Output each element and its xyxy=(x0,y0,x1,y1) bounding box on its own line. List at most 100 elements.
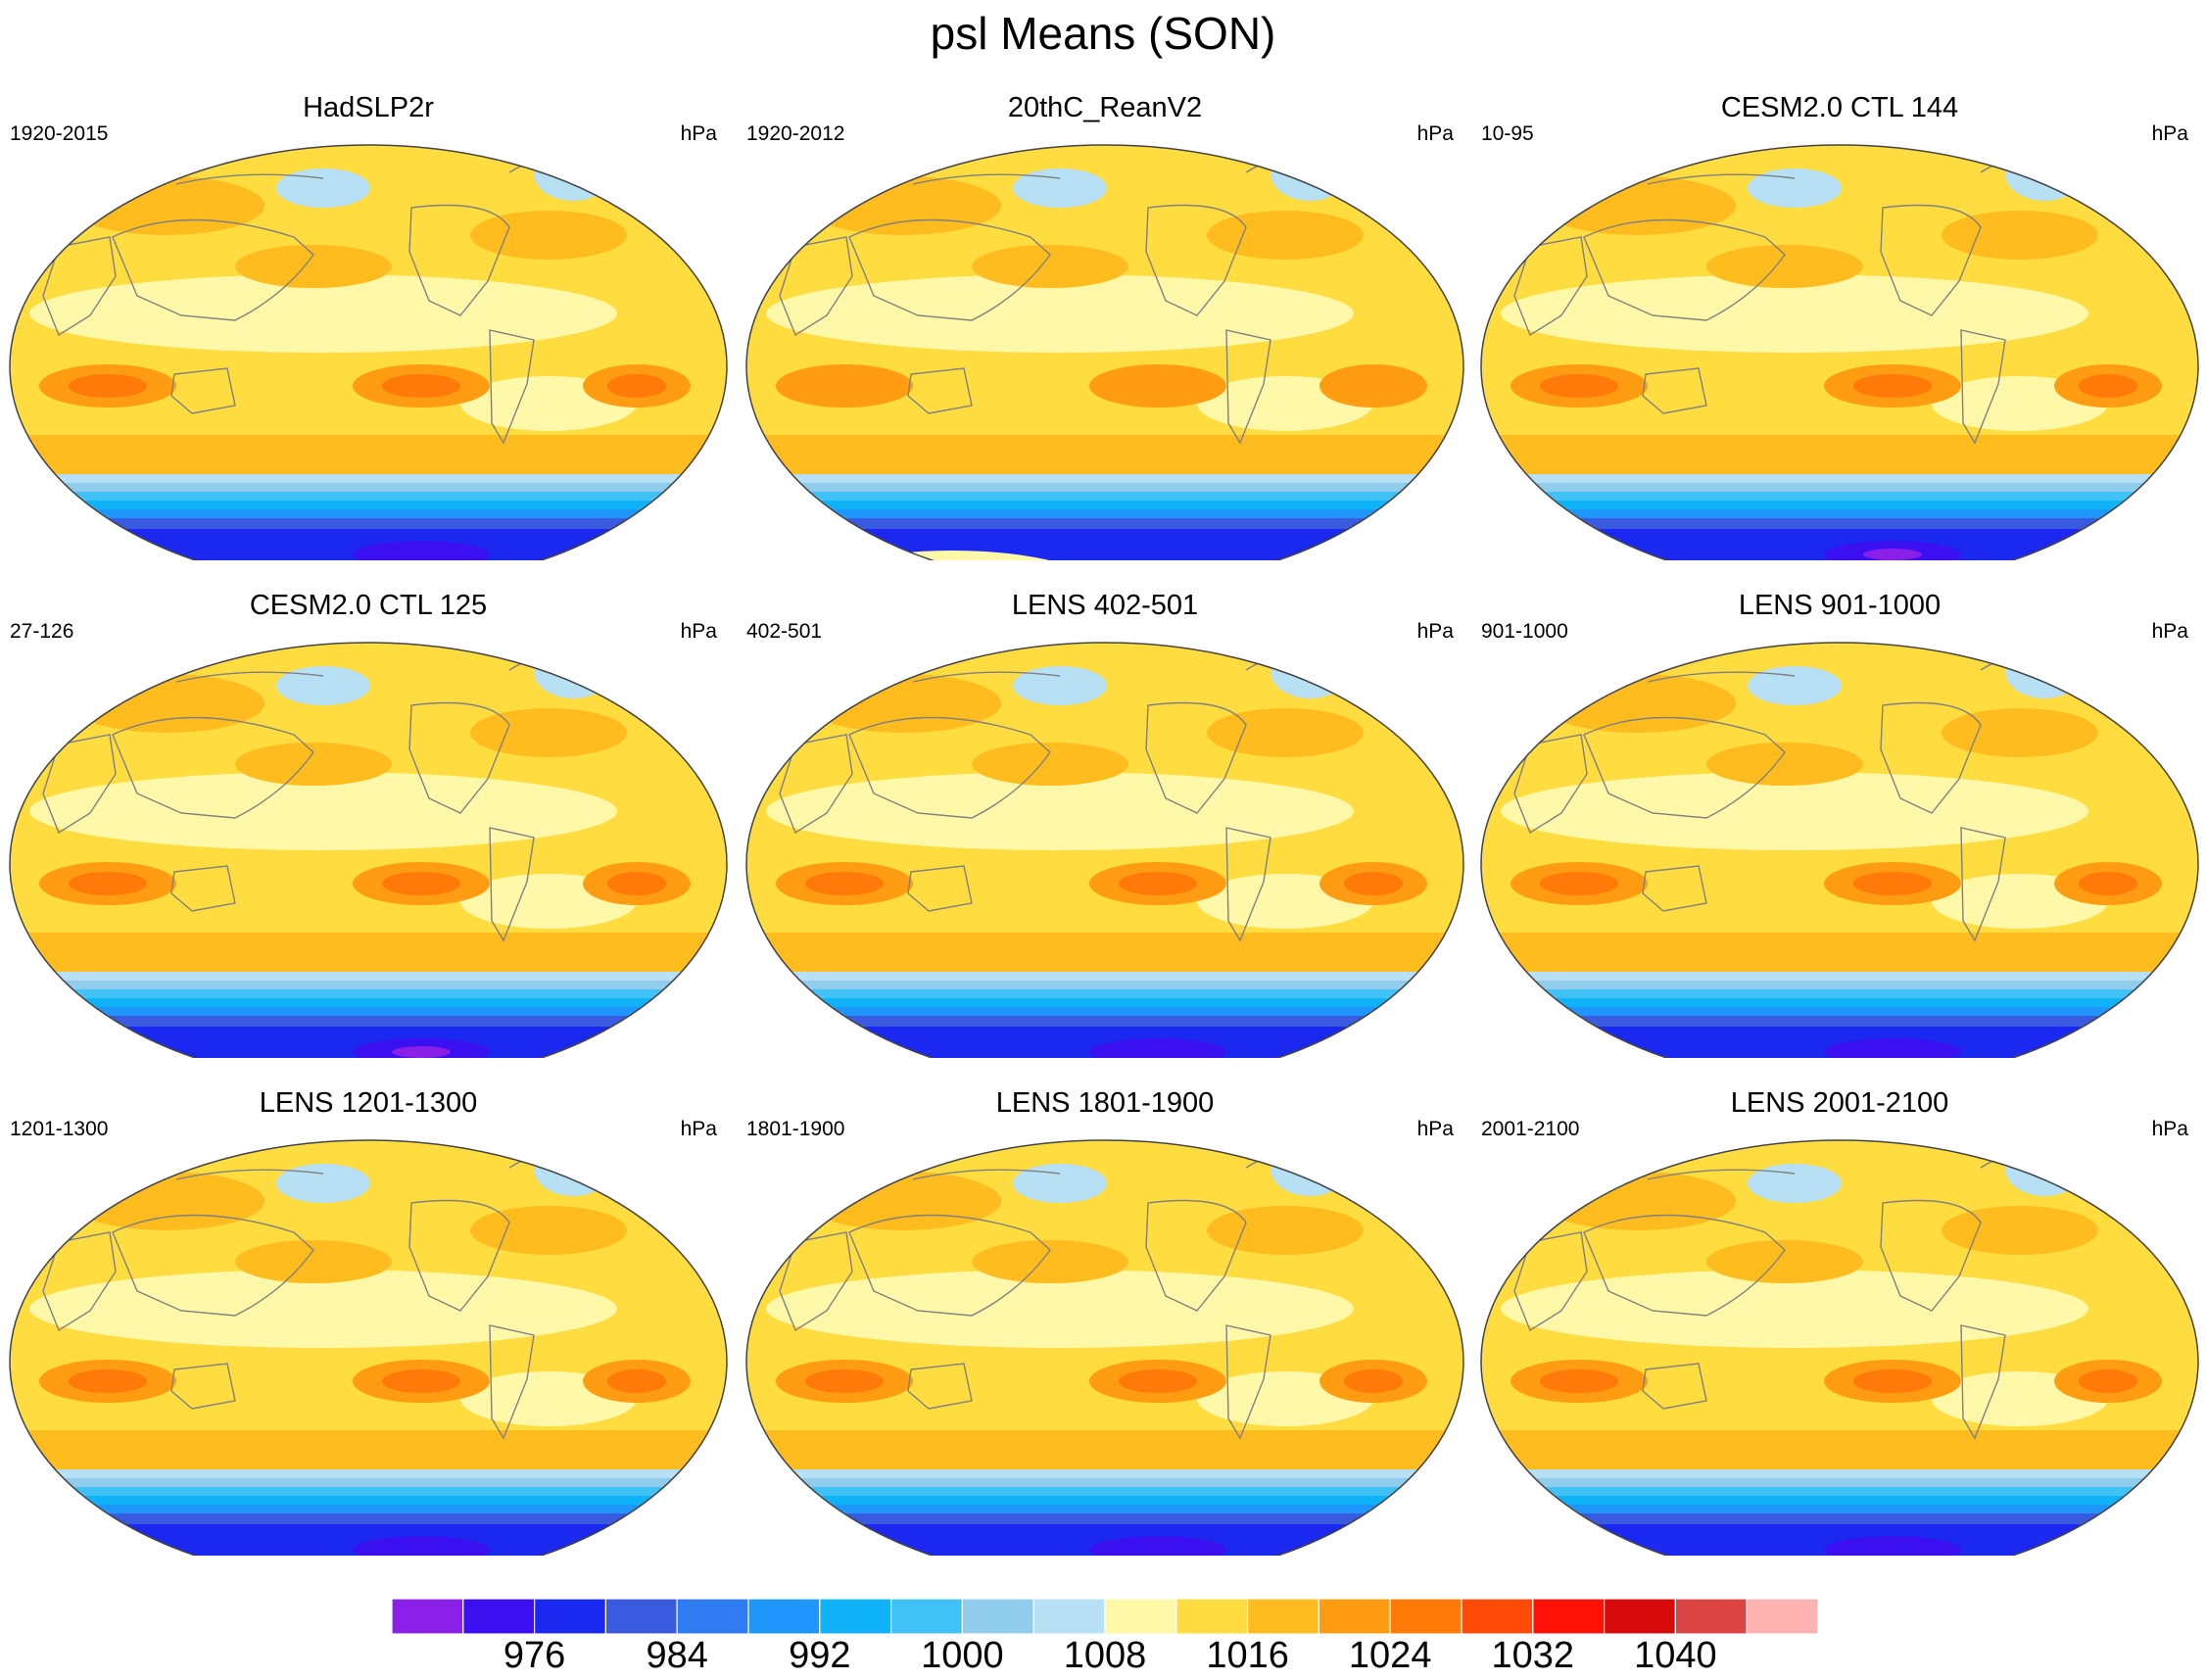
tropical-trough xyxy=(29,274,617,353)
panel-title: 20thC_ReanV2 xyxy=(1007,92,1203,123)
coastline-3 xyxy=(1960,329,2006,445)
circumpolar-band-1004 xyxy=(10,1478,727,1487)
coastline-4 xyxy=(907,1363,973,1410)
psl-map xyxy=(745,642,1464,1058)
coastline-4 xyxy=(170,865,236,912)
coastline-3 xyxy=(1225,329,1271,445)
colorbar-swatch xyxy=(1246,1599,1319,1634)
siberian-high xyxy=(69,674,264,733)
amundsen-low-core xyxy=(1863,549,1922,560)
colorbar-swatch xyxy=(1746,1599,1818,1634)
colorbar-swatch xyxy=(676,1599,749,1634)
aleutian-low xyxy=(276,168,370,208)
circumpolar-band-996 xyxy=(746,1496,1463,1505)
south-atlantic-high-core xyxy=(1344,1369,1403,1393)
coastline-0 xyxy=(112,1214,314,1317)
circumpolar-low-trough xyxy=(746,529,1463,560)
coastline-1 xyxy=(779,236,853,337)
panel-title: LENS 901-1000 xyxy=(1738,590,1942,621)
map-outline xyxy=(9,1139,728,1556)
south-indian-high-core xyxy=(805,1369,884,1393)
southern-high-belt xyxy=(10,435,727,474)
panel-units: hPa xyxy=(2151,620,2188,643)
panel-units: hPa xyxy=(680,1118,717,1140)
coastline-3 xyxy=(489,1324,535,1440)
azores-high xyxy=(1942,708,2098,757)
south-pacific-high-core xyxy=(1119,1369,1197,1393)
tropical-trough xyxy=(766,1270,1354,1348)
amundsen-low xyxy=(1824,1038,1961,1058)
map-panel: LENS 901-1000 901-1000 hPa xyxy=(1471,588,2206,1058)
north-pacific-high xyxy=(972,1240,1128,1283)
circumpolar-band-1008 xyxy=(746,474,1463,483)
map-panel: LENS 2001-2100 2001-2100 hPa xyxy=(1471,1085,2206,1556)
circumpolar-band-988 xyxy=(1481,518,2198,529)
amundsen-low xyxy=(1089,1536,1226,1556)
circumpolar-band-1004 xyxy=(1481,1478,2198,1487)
azores-high xyxy=(470,1206,627,1255)
south-pacific-high-core xyxy=(1853,374,1932,398)
siberian-high xyxy=(805,1172,1001,1230)
siberian-high xyxy=(805,674,1001,733)
panel-period: 27-126 xyxy=(10,620,74,643)
coastline-1 xyxy=(42,236,117,337)
amundsen-low xyxy=(1089,1038,1226,1058)
aleutian-low xyxy=(276,1164,370,1203)
coastline-1 xyxy=(1513,734,1588,835)
circumpolar-band-1000 xyxy=(746,492,1463,501)
coastline-2 xyxy=(1880,701,1982,814)
amundsen-low xyxy=(1824,1536,1961,1556)
azores-high xyxy=(470,708,627,757)
circumpolar-band-1000 xyxy=(10,1487,727,1496)
colorbar-swatch xyxy=(890,1599,964,1634)
coastline-3 xyxy=(489,827,535,942)
psl-map xyxy=(9,642,728,1058)
south-pacific-high-core xyxy=(1853,1369,1932,1393)
amundsen-low xyxy=(353,541,490,560)
coastline-2 xyxy=(1145,701,1247,814)
map-panel: 20thC_ReanV2 1920-2012 hPa xyxy=(737,90,1473,560)
coastline-0 xyxy=(848,218,1051,321)
map-outline xyxy=(1480,642,2199,1058)
azores-high xyxy=(1207,708,1364,757)
circumpolar-band-1008 xyxy=(1481,972,2198,981)
aleutian-low xyxy=(1748,1164,1842,1203)
panel-period: 1201-1300 xyxy=(10,1118,109,1140)
coastline-0 xyxy=(1583,1214,1786,1317)
map-panel: LENS 1801-1900 1801-1900 hPa xyxy=(737,1085,1473,1556)
colorbar-swatch xyxy=(1318,1599,1391,1634)
panel-period: 10-95 xyxy=(1481,122,1534,145)
azores-high xyxy=(1207,1206,1364,1255)
south-atlantic-high-core xyxy=(2079,1369,2137,1393)
colorbar-swatch xyxy=(1032,1599,1106,1634)
south-indian-high-core xyxy=(69,1369,147,1393)
panel-period: 1920-2015 xyxy=(10,122,109,145)
panel-period: 1920-2012 xyxy=(746,122,845,145)
north-pacific-high xyxy=(1706,245,1863,288)
south-pacific-high-core xyxy=(382,374,460,398)
colorbar-tick-label: 1008 xyxy=(1063,1635,1147,1676)
azores-high xyxy=(1942,1206,2098,1255)
tropical-trough xyxy=(1501,772,2088,850)
circumpolar-band-988 xyxy=(10,1513,727,1524)
coastline-0 xyxy=(848,1214,1051,1317)
southern-high-belt xyxy=(1481,1430,2198,1469)
aleutian-low xyxy=(1013,168,1107,208)
panel-units: hPa xyxy=(1416,122,1454,145)
south-pacific-high xyxy=(1089,364,1226,408)
siberian-high xyxy=(805,176,1001,235)
south-indian-high-core xyxy=(1540,1369,1618,1393)
circumpolar-band-996 xyxy=(10,998,727,1007)
map-outline xyxy=(9,642,728,1058)
colorbar-swatch xyxy=(604,1599,678,1634)
south-indian-high xyxy=(776,364,913,408)
south-atlantic-high-core xyxy=(2079,872,2137,895)
circumpolar-band-1008 xyxy=(746,1469,1463,1478)
map-panel: HadSLP2r 1920-2015 hPa xyxy=(0,90,737,560)
coastline-1 xyxy=(779,734,853,835)
circumpolar-band-996 xyxy=(746,998,1463,1007)
circumpolar-band-1004 xyxy=(746,1478,1463,1487)
south-indian-high-core xyxy=(1540,374,1618,398)
coastline-4 xyxy=(1642,1363,1707,1410)
map-outline xyxy=(745,642,1464,1058)
